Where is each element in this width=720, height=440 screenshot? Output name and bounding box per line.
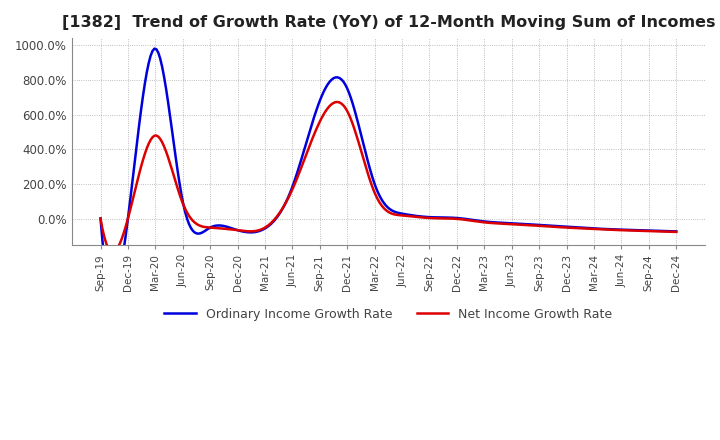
Ordinary Income Growth Rate (452, 215, 461, 220)
Legend: Ordinary Income Growth Rate, Net Income Growth Rate: Ordinary Income Growth Rate, Net Income … (159, 303, 618, 326)
Ordinary Income Growth Rate (622, 227, 631, 232)
Ordinary Income Growth Rate (108, 287, 117, 292)
Net Income Growth Rate (108, 249, 117, 255)
Ordinary Income Growth Rate (672, 229, 680, 234)
Ordinary Income Growth Rate (98, 238, 107, 243)
Net Income Growth Rate (672, 229, 680, 235)
Net Income Growth Rate (443, 216, 451, 221)
Ordinary Income Growth Rate (443, 215, 451, 220)
Net Income Growth Rate (441, 216, 449, 221)
Net Income Growth Rate (622, 228, 631, 233)
Net Income Growth Rate (452, 216, 461, 221)
Line: Ordinary Income Growth Rate: Ordinary Income Growth Rate (101, 49, 676, 290)
Ordinary Income Growth Rate (96, 216, 105, 221)
Net Income Growth Rate (333, 99, 342, 105)
Ordinary Income Growth Rate (441, 215, 449, 220)
Ordinary Income Growth Rate (585, 226, 594, 231)
Title: [1382]  Trend of Growth Rate (YoY) of 12-Month Moving Sum of Incomes: [1382] Trend of Growth Rate (YoY) of 12-… (62, 15, 715, 30)
Ordinary Income Growth Rate (150, 46, 158, 51)
Line: Net Income Growth Rate: Net Income Growth Rate (101, 102, 676, 252)
Net Income Growth Rate (98, 226, 107, 231)
Net Income Growth Rate (96, 216, 105, 221)
Net Income Growth Rate (585, 226, 594, 231)
